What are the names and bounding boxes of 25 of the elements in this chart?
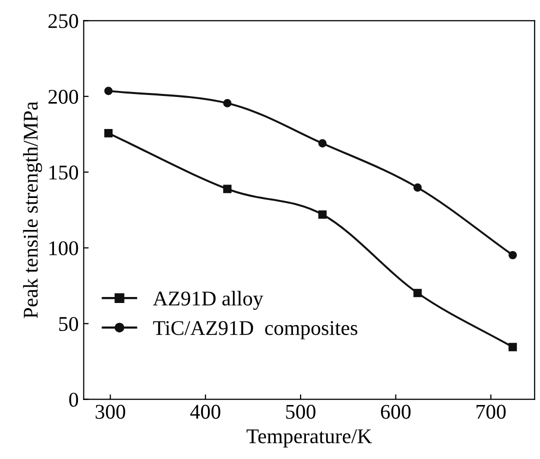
point (508, 342, 517, 352)
y-tick-label: 250 (48, 14, 78, 28)
point (104, 129, 113, 138)
point (413, 288, 422, 298)
y-axis-title: Peak tensile strength/MPa (23, 102, 42, 318)
point (223, 99, 232, 108)
point (318, 139, 327, 148)
y-tick-label: 0 (69, 392, 78, 407)
legend-label: AZ91D alloy (152, 290, 264, 310)
point (223, 184, 232, 194)
x-tick-label: 700 (476, 404, 506, 419)
point (318, 210, 327, 219)
y-tick-label: 200 (48, 90, 78, 104)
y-tick-label: 50 (59, 316, 78, 332)
point (508, 250, 517, 260)
x-tick-label: 600 (380, 404, 411, 419)
point (104, 86, 113, 96)
x-axis-title: Temperature/K (246, 429, 372, 448)
point (413, 183, 422, 192)
x-tick-label: 400 (190, 404, 220, 419)
legend-label: TiC/AZ91D composites (153, 321, 358, 340)
y-tick-label: 150 (49, 166, 78, 180)
x-tick-label: 300 (96, 404, 126, 419)
x-tick-label: 500 (286, 404, 316, 419)
y-tick-label: 100 (49, 241, 78, 256)
